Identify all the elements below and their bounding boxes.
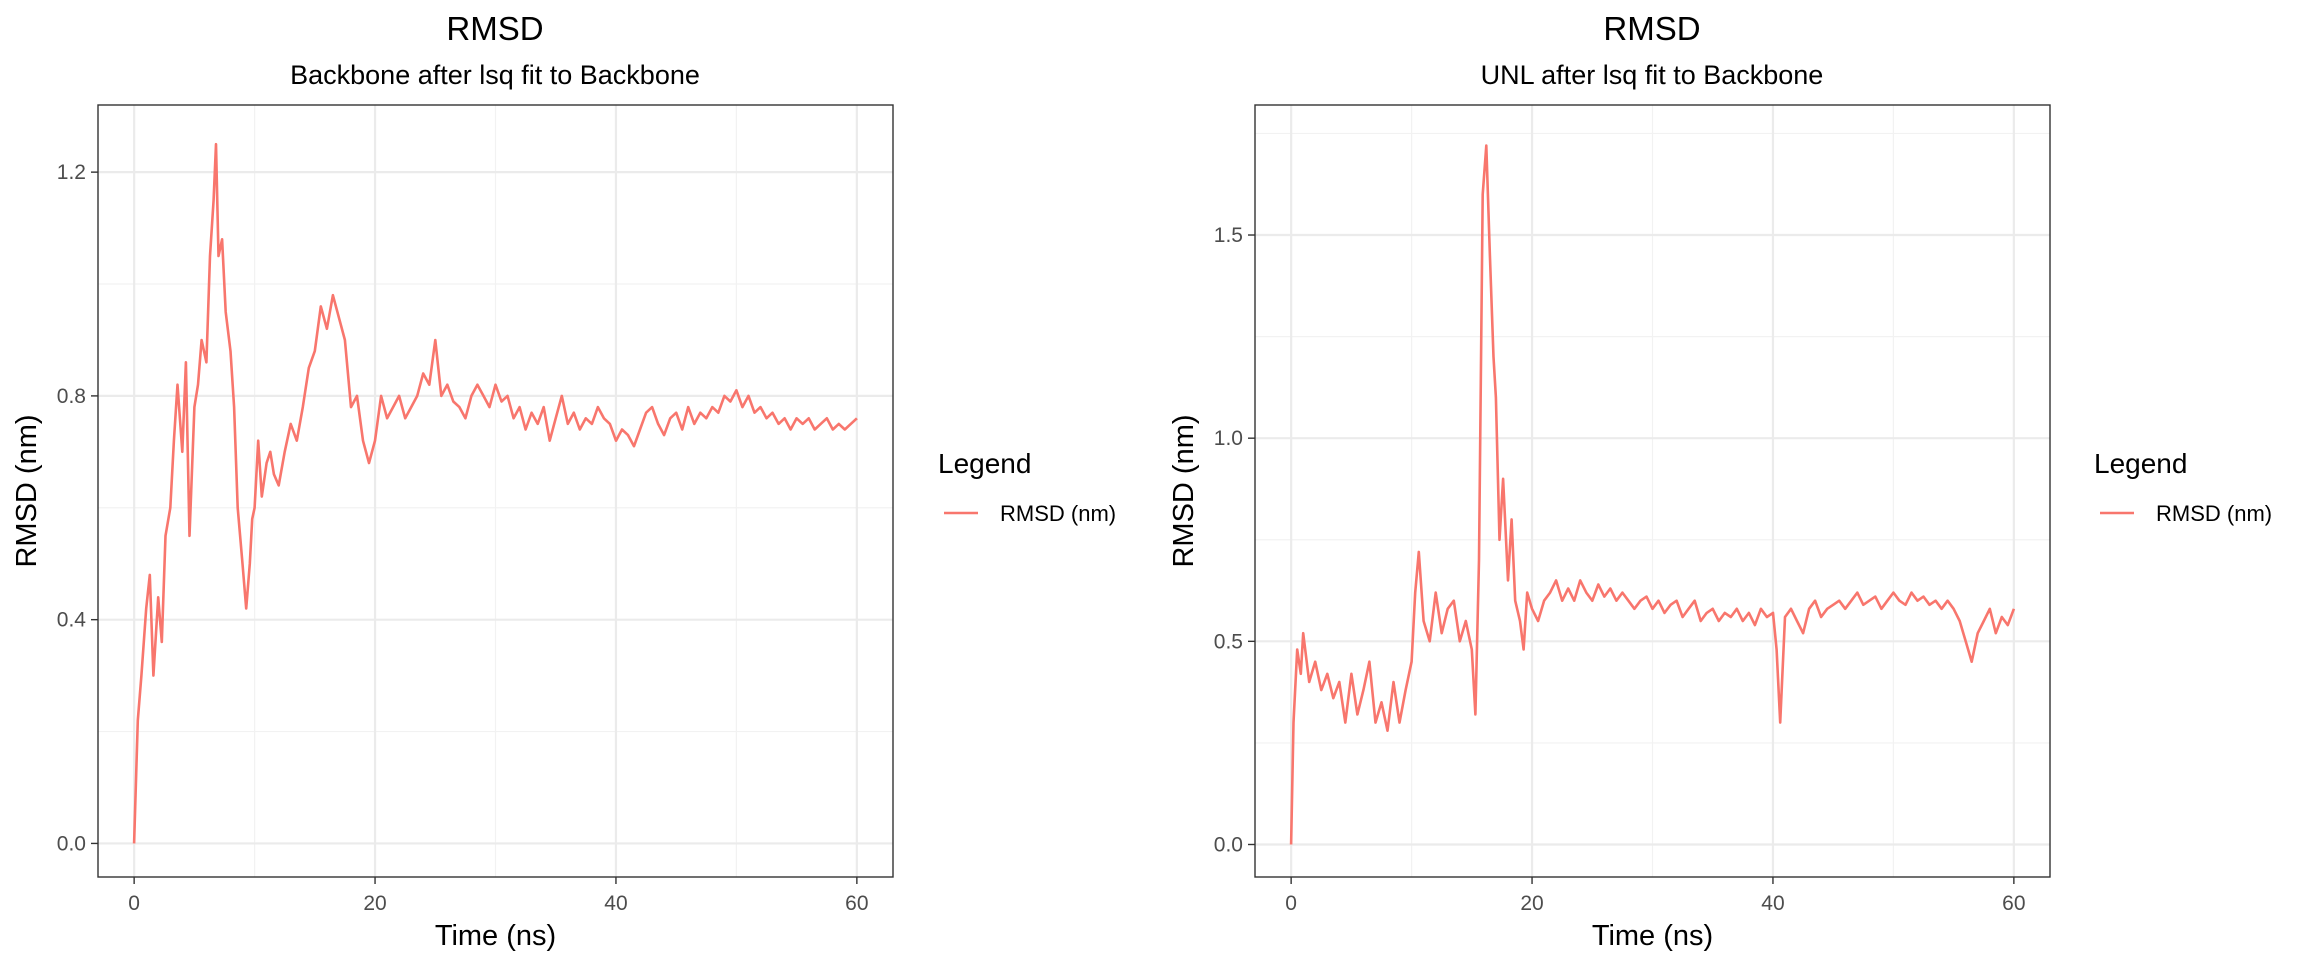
legend-title: Legend xyxy=(938,448,1031,479)
y-axis-title: RMSD (nm) xyxy=(11,414,43,567)
y-tick-label: 1.5 xyxy=(1214,224,1243,247)
chart-subtitle: Backbone after lsq fit to Backbone xyxy=(290,60,700,90)
y-tick-label: 1.2 xyxy=(57,161,86,184)
plot-border xyxy=(1254,104,2051,878)
y-tick-label: 0.0 xyxy=(57,832,86,855)
x-tick-label: 60 xyxy=(845,892,868,915)
y-axis-title: RMSD (nm) xyxy=(1168,414,1200,567)
y-tick-label: 1.0 xyxy=(1214,427,1243,450)
x-tick-label: 20 xyxy=(363,892,386,915)
x-tick-label: 40 xyxy=(1761,892,1784,915)
x-tick-label: 0 xyxy=(128,892,140,915)
rmsd-series-line xyxy=(132,142,858,844)
x-axis-title: Time (ns) xyxy=(1592,920,1713,952)
chart-title: RMSD xyxy=(1603,10,1700,47)
unl-rmsd-chart: 0 20 40 60 0.0 0.5 1.0 1.5 RMSD UNL after lsq fit… xyxy=(1168,10,2272,952)
chart-title: RMSD xyxy=(446,10,543,47)
legend-label: RMSD (nm) xyxy=(2156,501,2272,526)
y-tick-label: 0.5 xyxy=(1214,630,1243,653)
rmsd-series-line xyxy=(1289,144,2016,845)
y-tick-label: 0.8 xyxy=(57,385,86,408)
legend-title: Legend xyxy=(2094,448,2187,479)
plot-border xyxy=(97,104,894,878)
x-axis-title: Time (ns) xyxy=(435,920,556,952)
x-tick-label: 0 xyxy=(1285,892,1297,915)
legend-label: RMSD (nm) xyxy=(1000,501,1116,526)
chart-subtitle: UNL after lsq fit to Backbone xyxy=(1481,60,1824,90)
x-tick-label: 20 xyxy=(1520,892,1543,915)
backbone-rmsd-chart: 0 20 40 60 0.0 0.4 0.8 1.2 RMSD Backbone after ls… xyxy=(11,10,1116,952)
y-tick-label: 0.4 xyxy=(57,609,87,632)
y-tick-label: 0.0 xyxy=(1214,833,1243,856)
x-tick-label: 40 xyxy=(604,892,627,915)
x-tick-label: 60 xyxy=(2002,892,2025,915)
